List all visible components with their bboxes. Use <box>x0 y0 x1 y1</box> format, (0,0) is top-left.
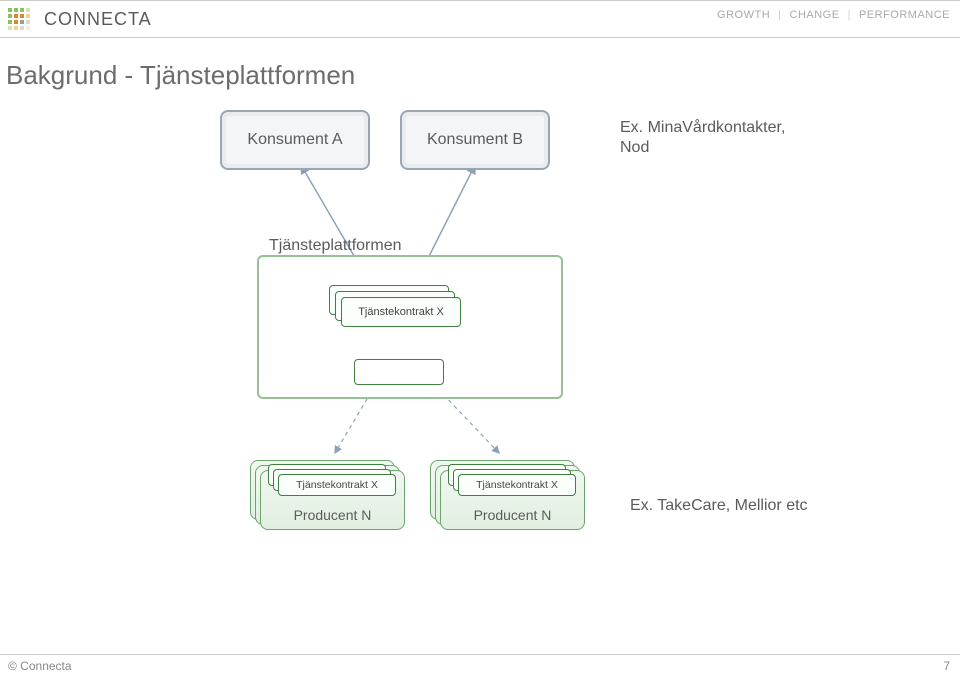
nav-separator: | <box>778 9 781 21</box>
nav-item-performance: PERFORMANCE <box>859 9 950 21</box>
producer-note: Ex. TakeCare, Mellior etc <box>630 496 808 516</box>
copyright: © Connecta <box>8 659 72 673</box>
header: CONNECTA GROWTH | CHANGE | PERFORMANCE <box>0 0 960 38</box>
nav-item-change: CHANGE <box>790 9 840 21</box>
page-title: Bakgrund - Tjänsteplattformen <box>6 60 355 91</box>
consumer-a-box: Konsument A <box>220 110 370 170</box>
platform-small-box <box>354 359 444 385</box>
contract-card-front: Tjänstekontrakt X <box>341 297 461 327</box>
consumer-b-box: Konsument B <box>400 110 550 170</box>
nav-item-growth: GROWTH <box>717 9 770 21</box>
platform-box: Tjänsteplattformen Tjänstekontrakt X <box>257 255 563 399</box>
contract-card-front: Tjänstekontrakt X <box>458 474 576 496</box>
logo-dots-icon <box>8 7 36 31</box>
platform-label: Tjänsteplattformen <box>269 237 402 255</box>
contract-card-front: Tjänstekontrakt X <box>278 474 396 496</box>
page-number: 7 <box>943 659 950 673</box>
producer-right-label: Producent N <box>474 507 552 523</box>
logo: CONNECTA <box>8 7 152 31</box>
producer-left-contract-label: Tjänstekontrakt X <box>296 479 378 491</box>
producer-right: Producent N Tjänstekontrakt X <box>430 460 585 538</box>
consumer-a-label: Konsument A <box>247 131 342 149</box>
header-nav: GROWTH | CHANGE | PERFORMANCE <box>717 9 950 21</box>
nav-separator: | <box>848 9 851 21</box>
consumer-note: Ex. MinaVårdkontakter, Nod <box>620 118 785 158</box>
producer-left-label: Producent N <box>294 507 372 523</box>
contract-label: Tjänstekontrakt X <box>358 306 444 318</box>
brand-name: CONNECTA <box>44 9 152 30</box>
producer-right-contract-label: Tjänstekontrakt X <box>476 479 558 491</box>
footer-rule <box>0 654 960 655</box>
consumer-b-label: Konsument B <box>427 131 523 149</box>
producer-left: Producent N Tjänstekontrakt X <box>250 460 405 538</box>
